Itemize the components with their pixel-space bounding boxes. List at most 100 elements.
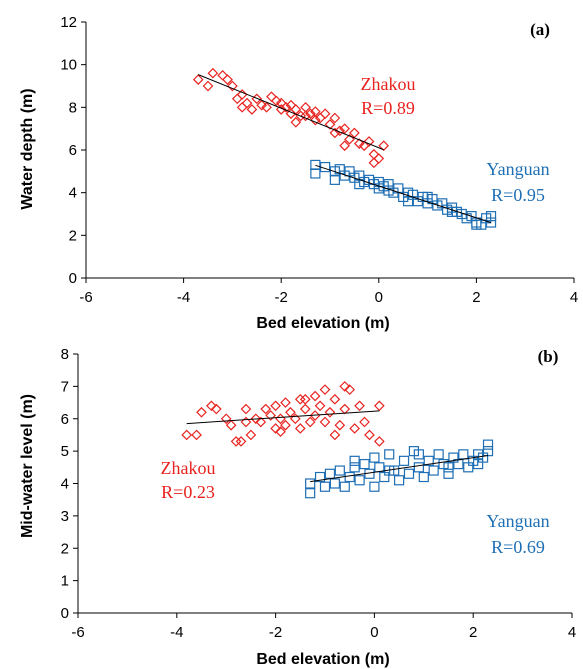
- data-point-zhakou: [290, 116, 302, 128]
- data-point-yanguan: [482, 439, 494, 450]
- data-point-zhakou: [299, 403, 311, 415]
- data-point-yanguan: [413, 462, 424, 473]
- data-point-zhakou: [217, 69, 228, 81]
- data-point-yanguan: [413, 449, 424, 460]
- series-stat-zhakou: R=0.89: [361, 98, 415, 118]
- y-tick-label: 0: [61, 605, 69, 622]
- data-point-yanguan: [349, 462, 360, 473]
- data-point-zhakou: [310, 114, 321, 126]
- data-point-zhakou: [236, 101, 248, 113]
- data-point-zhakou: [270, 95, 282, 107]
- data-point-yanguan: [402, 196, 414, 207]
- data-point-zhakou: [290, 413, 301, 425]
- data-point-yanguan: [319, 481, 331, 492]
- data-point-yanguan: [310, 168, 321, 179]
- x-tick-label: 0: [375, 289, 383, 306]
- trend-line-yanguan: [310, 454, 489, 483]
- y-tick-label: 8: [69, 99, 77, 116]
- data-point-zhakou: [265, 410, 277, 421]
- data-point-yanguan: [305, 478, 316, 489]
- data-point-yanguan: [485, 211, 497, 222]
- x-tick-label: 4: [568, 624, 576, 641]
- data-point-zhakou: [230, 436, 242, 447]
- data-point-zhakou: [181, 429, 193, 441]
- data-point-yanguan: [423, 455, 434, 466]
- data-point-zhakou: [241, 97, 253, 109]
- data-point-zhakou: [324, 119, 336, 130]
- data-point-zhakou: [246, 104, 258, 115]
- data-point-yanguan: [339, 481, 350, 492]
- data-point-yanguan: [349, 455, 360, 466]
- data-point-zhakou: [344, 384, 356, 395]
- data-point-zhakou: [309, 390, 321, 402]
- data-point-zhakou: [270, 423, 281, 434]
- data-point-zhakou: [319, 384, 331, 395]
- data-point-zhakou: [207, 67, 219, 79]
- x-tick-label: 2: [469, 624, 477, 641]
- x-tick-label: -6: [79, 289, 92, 306]
- data-point-yanguan: [446, 206, 458, 217]
- data-point-yanguan: [305, 488, 316, 499]
- data-point-yanguan: [443, 468, 454, 479]
- data-point-zhakou: [240, 403, 252, 415]
- data-point-yanguan: [354, 475, 365, 486]
- x-tick-label: -4: [177, 289, 190, 306]
- data-point-zhakou: [261, 101, 272, 113]
- series-label-zhakou: Zhakou: [361, 74, 416, 94]
- y-tick-label: 0: [69, 270, 77, 287]
- data-point-zhakou: [220, 413, 232, 425]
- panel-label: (a): [530, 20, 550, 39]
- x-tick-label: 4: [570, 289, 578, 306]
- data-point-zhakou: [354, 400, 365, 412]
- data-point-yanguan: [384, 449, 395, 460]
- data-point-zhakou: [260, 403, 272, 415]
- data-point-yanguan: [418, 471, 429, 483]
- data-point-yanguan: [485, 217, 497, 228]
- data-point-yanguan: [324, 468, 336, 479]
- data-point-zhakou: [334, 419, 346, 431]
- y-tick-label: 1: [61, 573, 69, 590]
- data-point-yanguan: [471, 219, 482, 230]
- data-point-zhakou: [364, 429, 375, 441]
- data-point-zhakou: [368, 148, 380, 160]
- data-point-yanguan: [359, 458, 370, 470]
- data-point-zhakou: [250, 413, 262, 425]
- data-point-zhakou: [256, 99, 268, 111]
- series-stat-yanguan: R=0.95: [491, 185, 545, 205]
- y-tick-label: 4: [61, 476, 69, 493]
- data-point-zhakou: [339, 140, 350, 152]
- data-point-zhakou: [225, 419, 237, 431]
- y-axis-label: Water depth (m): [19, 88, 36, 209]
- data-point-zhakou: [353, 138, 365, 149]
- trend-line-zhakou: [198, 74, 384, 151]
- data-point-zhakou: [191, 429, 202, 441]
- data-point-yanguan: [443, 462, 454, 473]
- data-point-zhakou: [373, 436, 385, 447]
- data-point-zhakou: [329, 393, 341, 405]
- data-point-zhakou: [329, 429, 341, 441]
- data-point-yanguan: [369, 481, 380, 492]
- data-point-zhakou: [196, 406, 207, 418]
- data-point-zhakou: [294, 423, 306, 434]
- x-tick-label: -2: [275, 289, 288, 306]
- data-point-zhakou: [314, 400, 326, 412]
- y-tick-label: 2: [61, 540, 69, 557]
- panel-label: (b): [538, 347, 559, 366]
- data-point-yanguan: [458, 449, 469, 460]
- data-point-yanguan: [329, 478, 340, 489]
- data-point-zhakou: [280, 101, 292, 113]
- data-point-zhakou: [359, 416, 370, 428]
- data-point-zhakou: [266, 91, 277, 103]
- data-point-zhakou: [275, 426, 286, 438]
- data-point-zhakou: [339, 403, 351, 415]
- y-tick-label: 3: [61, 508, 69, 525]
- data-point-zhakou: [339, 381, 351, 392]
- data-point-yanguan: [428, 465, 439, 476]
- data-point-zhakou: [305, 108, 316, 120]
- data-point-zhakou: [349, 423, 360, 434]
- data-point-zhakou: [222, 74, 233, 85]
- x-tick-label: -6: [71, 624, 84, 641]
- x-axis-label: Bed elevation (m): [256, 315, 389, 332]
- y-axis-label: Mid-water level (m): [19, 394, 36, 538]
